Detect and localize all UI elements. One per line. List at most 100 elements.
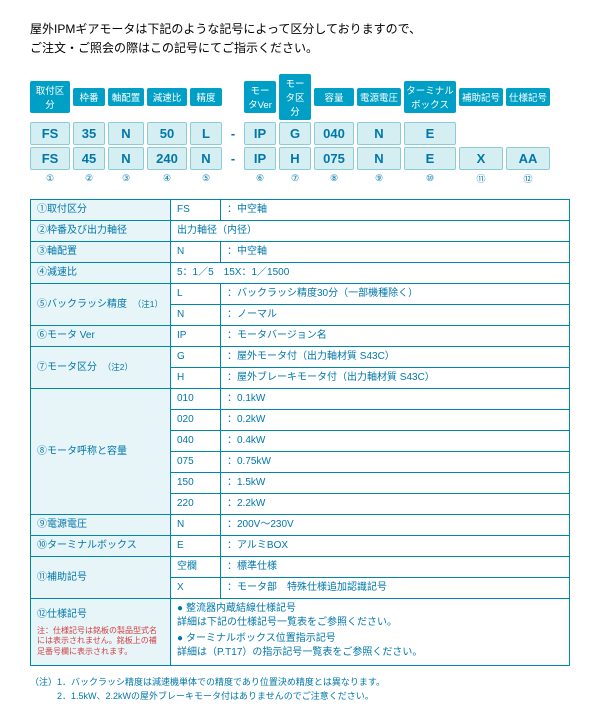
value-row-2: FS45N240N-IPH075NEXAA [30, 147, 570, 170]
value-cell: N [108, 147, 144, 170]
spec-code: 075 [171, 452, 221, 473]
value-cell: H [279, 147, 311, 170]
value-cell: IP [244, 147, 276, 170]
value-cell: N [108, 122, 144, 145]
spec-desc: ：アルミBOX [221, 536, 570, 557]
circled-number: ④ [147, 173, 187, 184]
spec-code: E [171, 536, 221, 557]
spec-code: N [171, 305, 221, 326]
spec-code: 010 [171, 389, 221, 410]
intro-line1: 屋外IPMギアモータは下記のような記号によって区分しておりますので、 [30, 20, 570, 39]
spec-desc: ：屋外ブレーキモータ付（出力軸材質 S43C） [221, 368, 570, 389]
spec-desc: 整流器内蔵結線仕様記号詳細は下記の仕様記号一覧表をご参照ください。ターミナルボッ… [171, 599, 570, 666]
header-cell: 容量 [314, 88, 354, 106]
spec-label: ⑦モータ区分 （注2） [31, 347, 171, 389]
code-designation-block: 取付区分枠番軸配置減速比精度モータVerモータ区分容量電源電圧ターミナルボックス… [30, 74, 570, 185]
header-cell: 電源電圧 [357, 88, 401, 106]
footnote-2: 2．1.5kW、2.2kWの屋外ブレーキモータ付はありませんのでご注意ください。 [30, 690, 570, 704]
spec-label: ③軸配置 [31, 242, 171, 263]
intro-line2: ご注文・ご照会の際はこの記号にてご指示ください。 [30, 39, 570, 58]
spec-desc: ：中空軸 [221, 200, 570, 221]
header-cell: 枠番 [73, 88, 105, 106]
number-row: ①②③④⑤⑥⑦⑧⑨⑩⑪⑫ [30, 172, 570, 185]
spec-desc: ：屋外モータ付（出力軸材質 S43C） [221, 347, 570, 368]
footnotes: （注）1．バックラッシ精度は減速機単体での精度であり位置決め精度とは異なります。… [30, 676, 570, 703]
spec-code: FS [171, 200, 221, 221]
spec-desc: ：モータ部 特殊仕様追加認識記号 [221, 578, 570, 599]
spec-code: 150 [171, 473, 221, 494]
spec-desc: ：0.2kW [221, 410, 570, 431]
spec-desc: ：0.75kW [221, 452, 570, 473]
spec-table: ①取付区分FS：中空軸②枠番及び出力軸径出力軸径（内径）③軸配置N：中空軸④減速… [30, 199, 570, 666]
header-cell: ターミナルボックス [404, 81, 456, 113]
spec-code: G [171, 347, 221, 368]
spec-code: IP [171, 326, 221, 347]
spec-desc: ：標準仕様 [221, 557, 570, 578]
spec-desc: ：0.4kW [221, 431, 570, 452]
value-cell: X [459, 147, 503, 170]
spec-desc: ：1.5kW [221, 473, 570, 494]
circled-number: ② [73, 173, 105, 184]
value-cell: L [190, 122, 222, 145]
header-cell: 補助記号 [459, 88, 503, 106]
value-cell: N [190, 147, 222, 170]
spec-label: ⑩ターミナルボックス [31, 536, 171, 557]
spec-desc: 出力軸径（内径） [171, 221, 570, 242]
value-row-1: FS35N50L-IPG040NE [30, 122, 570, 145]
spec-desc: ：モータバージョン名 [221, 326, 570, 347]
value-cell: N [357, 147, 401, 170]
spec-desc: ：バックラッシ精度30分（一部機種除く） [221, 284, 570, 305]
header-cell: 精度 [190, 88, 222, 106]
value-cell: 240 [147, 147, 187, 170]
circled-number: ① [30, 173, 70, 184]
footnote-1: （注）1．バックラッシ精度は減速機単体での精度であり位置決め精度とは異なります。 [30, 676, 570, 690]
value-cell: 35 [73, 122, 105, 145]
spec-label: ⑨電源電圧 [31, 515, 171, 536]
value-cell: E [404, 122, 456, 145]
value-cell: 075 [314, 147, 354, 170]
value-cell: FS [30, 147, 70, 170]
circled-number: ⑦ [279, 173, 311, 184]
header-cell: モータ区分 [279, 74, 311, 120]
circled-number: ⑫ [506, 172, 550, 185]
circled-number: ⑩ [404, 173, 456, 184]
circled-number: ⑥ [244, 173, 276, 184]
value-cell: FS [30, 122, 70, 145]
circled-number: ⑧ [314, 173, 354, 184]
spec-label: ①取付区分 [31, 200, 171, 221]
spec-desc: ：0.1kW [221, 389, 570, 410]
spec-code: X [171, 578, 221, 599]
header-cell: 仕様記号 [506, 88, 550, 106]
spec-label: ⑫仕様記号注：仕様記号は銘板の製品型式名には表示されません。銘板上の補足番号欄に… [31, 599, 171, 666]
spec-desc: ：2.2kW [221, 494, 570, 515]
spec-desc: ：ノーマル [221, 305, 570, 326]
circled-number: ③ [108, 173, 144, 184]
header-cell: 減速比 [147, 88, 187, 106]
spec-label: ⑤バックラッシ精度 （注1） [31, 284, 171, 326]
spec-code: N [171, 242, 221, 263]
circled-number: ⑨ [357, 173, 401, 184]
spec-code: L [171, 284, 221, 305]
value-cell: E [404, 147, 456, 170]
value-cell: AA [506, 147, 550, 170]
spec-label: ②枠番及び出力軸径 [31, 221, 171, 242]
spec-label: ⑧モータ呼称と容量 [31, 389, 171, 515]
value-cell: 50 [147, 122, 187, 145]
value-cell: 45 [73, 147, 105, 170]
spec-desc: ：中空軸 [221, 242, 570, 263]
value-cell: G [279, 122, 311, 145]
header-cell: 軸配置 [108, 88, 144, 106]
spec-code: 空欄 [171, 557, 221, 578]
value-cell: 040 [314, 122, 354, 145]
spec-code: 020 [171, 410, 221, 431]
value-cell: N [357, 122, 401, 145]
header-row: 取付区分枠番軸配置減速比精度モータVerモータ区分容量電源電圧ターミナルボックス… [30, 74, 570, 120]
spec-label: ④減速比 [31, 263, 171, 284]
spec-desc: 5：1／5 15X：1／1500 [171, 263, 570, 284]
spec-label: ⑪補助記号 [31, 557, 171, 599]
spec-code: 220 [171, 494, 221, 515]
spec-label: ⑥モータ Ver [31, 326, 171, 347]
spec-code: 040 [171, 431, 221, 452]
value-cell: IP [244, 122, 276, 145]
spec-desc: ：200V～230V [221, 515, 570, 536]
